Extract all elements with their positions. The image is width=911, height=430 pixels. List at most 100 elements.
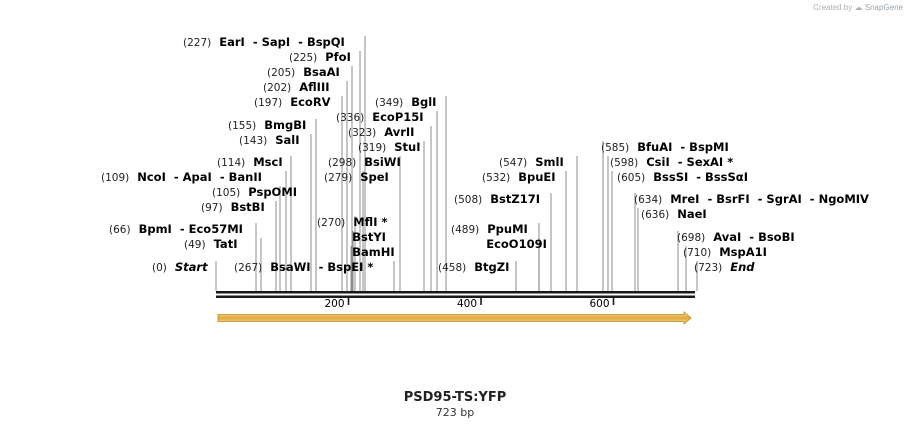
cut-position: (0) <box>152 262 167 274</box>
cut-position: (298) <box>328 157 356 169</box>
snapgene-credit: Created by ☁ SnapGene <box>813 3 903 12</box>
cut-position: (547) <box>499 157 527 169</box>
enzyme-label[interactable]: (109) NcoI - ApaI - BanII <box>101 170 262 184</box>
enzyme-label[interactable]: (323) AvrII <box>348 125 414 139</box>
cut-position: (114) <box>217 157 245 169</box>
enzyme-name: BpmI <box>131 222 172 236</box>
enzyme-label[interactable]: (710) MspA1I <box>683 245 767 259</box>
cut-position: (202) <box>263 82 291 94</box>
enzyme-label[interactable]: (508) BstZ17I <box>454 192 540 206</box>
enzyme-label[interactable]: (267) BsaWI - BspEI * <box>234 260 373 274</box>
enzyme-name: SalI <box>267 133 299 147</box>
enzyme-name: - SapI <box>245 35 290 49</box>
enzyme-name: Start <box>167 260 208 274</box>
enzyme-name: BtgZI <box>466 260 509 274</box>
backbone-bottom-strand <box>216 295 695 298</box>
yfp-feature-arrow <box>217 311 692 325</box>
ruler-tick-label: 400 <box>457 298 477 310</box>
enzyme-label[interactable]: (66) BpmI - Eco57MI <box>109 222 243 236</box>
enzyme-label[interactable]: (605) BssSI - BssSαI <box>617 170 748 184</box>
ruler-tick-label: 200 <box>324 298 344 310</box>
enzyme-name: AvaI <box>705 230 741 244</box>
cut-position: (97) <box>201 202 223 214</box>
enzyme-label[interactable]: (202) AflIII <box>263 80 330 94</box>
enzyme-name: NaeI <box>669 207 706 221</box>
enzyme-label[interactable]: (458) BtgZI <box>438 260 509 274</box>
cut-position: (698) <box>677 232 705 244</box>
enzyme-label[interactable]: (319) StuI <box>358 140 421 154</box>
backbone-top-strand <box>216 291 695 294</box>
cut-position: (636) <box>641 209 669 221</box>
cut-position: (225) <box>289 52 317 64</box>
enzyme-label[interactable]: (49) TatI <box>184 237 237 251</box>
cut-position: (489) <box>451 224 479 236</box>
enzyme-name: SmlI <box>527 155 564 169</box>
enzyme-label[interactable]: (105) PspOMI <box>212 185 297 199</box>
enzyme-label[interactable]: (585) BfuAI - BspMI <box>601 140 729 154</box>
enzyme-label[interactable]: (279) SpeI <box>324 170 389 184</box>
cut-position: (508) <box>454 194 482 206</box>
enzyme-label[interactable]: (547) SmlI <box>499 155 564 169</box>
ruler-ticks: 200 400 600 <box>324 298 615 310</box>
enzyme-label[interactable]: (143) SalI <box>239 133 300 147</box>
enzyme-name: - BsrFI <box>699 192 749 206</box>
credit-prefix: Created by <box>813 3 853 12</box>
enzyme-name: BssSI <box>645 170 688 184</box>
enzyme-label[interactable]: (155) BmgBI <box>228 118 306 132</box>
cut-position: (270) <box>317 217 345 229</box>
sequence-title-block: PSD95-TS:YFP 723 bp <box>355 390 555 419</box>
enzyme-label[interactable]: (634) MreI - BsrFI - SgrAI - NgoMIV <box>634 192 869 206</box>
enzyme-name: - BspEI * <box>311 260 374 274</box>
enzyme-name: EarI <box>211 35 245 49</box>
cut-position: (605) <box>617 172 645 184</box>
enzyme-label[interactable]: BamHI <box>352 245 394 259</box>
enzyme-label[interactable]: (336) EcoP15I <box>336 110 424 124</box>
enzyme-label[interactable]: (489) PpuMI <box>451 222 528 236</box>
cut-position: (143) <box>239 135 267 147</box>
cut-position: (585) <box>601 142 629 154</box>
enzyme-name: PspOMI <box>240 185 297 199</box>
sequence-name: PSD95-TS:YFP <box>403 390 507 405</box>
enzyme-label[interactable]: (349) BglI <box>375 95 436 109</box>
enzyme-name: CsiI <box>638 155 670 169</box>
enzyme-name: BstZ17I <box>482 192 540 206</box>
enzyme-name: EcoO109I <box>486 237 547 251</box>
sequence-length: 723 bp <box>435 406 475 419</box>
enzyme-name: NcoI <box>129 170 166 184</box>
enzyme-name: - BssSαI <box>688 170 748 184</box>
enzyme-label[interactable]: (598) CsiI - SexAI * <box>610 155 733 169</box>
cut-position: (319) <box>358 142 386 154</box>
enzyme-label[interactable]: BstYI <box>352 230 386 244</box>
cut-position: (105) <box>212 187 240 199</box>
enzyme-label[interactable]: (0) Start <box>152 260 208 274</box>
enzyme-label[interactable]: (298) BsiWI <box>328 155 401 169</box>
cut-position: (710) <box>683 247 711 259</box>
enzyme-name: BmgBI <box>256 118 306 132</box>
enzyme-label[interactable]: (227) EarI - SapI - BspQI <box>183 35 345 49</box>
cut-position: (279) <box>324 172 352 184</box>
feature-arrow[interactable] <box>217 311 692 325</box>
cut-position: (66) <box>109 224 131 236</box>
enzyme-name: BsaAI <box>295 65 340 79</box>
enzyme-name: BsiWI <box>356 155 401 169</box>
enzyme-name: - NgoMIV <box>802 192 869 206</box>
ruler-tick-label: 600 <box>589 298 609 310</box>
enzyme-label[interactable]: (97) BstBI <box>201 200 265 214</box>
enzyme-label[interactable]: (114) MscI <box>217 155 283 169</box>
enzyme-label[interactable]: (532) BpuEI <box>482 170 556 184</box>
enzyme-name: BstYI <box>352 230 386 244</box>
cut-position: (227) <box>183 37 211 49</box>
enzyme-name: PpuMI <box>479 222 528 236</box>
enzyme-label[interactable]: EcoO109I <box>486 237 547 251</box>
enzyme-labels: (227) EarI - SapI - BspQI(225) PfoI(205)… <box>101 35 869 274</box>
enzyme-label[interactable]: (197) EcoRV <box>254 95 331 109</box>
enzyme-label[interactable]: (270) MflI * <box>317 215 388 229</box>
enzyme-label[interactable]: (205) BsaAI <box>267 65 340 79</box>
enzyme-label[interactable]: (698) AvaI - BsoBI <box>677 230 795 244</box>
enzyme-name: BfuAI <box>629 140 672 154</box>
enzyme-label[interactable]: (723) End <box>694 260 755 274</box>
cut-position: (155) <box>228 120 256 132</box>
enzyme-label[interactable]: (225) PfoI <box>289 50 351 64</box>
enzyme-label[interactable]: (636) NaeI <box>641 207 707 221</box>
enzyme-name: BsaWI <box>262 260 310 274</box>
